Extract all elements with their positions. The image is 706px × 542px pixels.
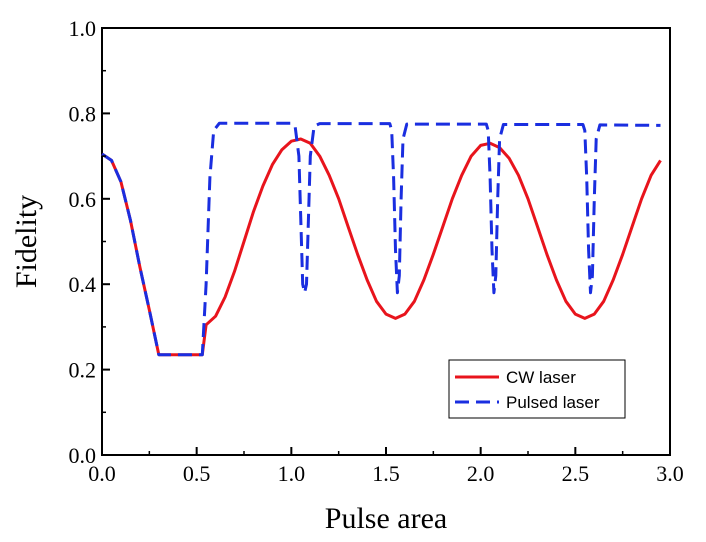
series-layer: [101, 121, 662, 357]
x-tick-label: 1.5: [372, 461, 400, 486]
y-tick-label: 0.8: [69, 101, 97, 126]
series-line-cw-laser: [101, 137, 662, 357]
legend-label-cw: CW laser: [506, 368, 576, 387]
y-tick-label: 0.4: [69, 272, 97, 297]
y-tick-label: 1.0: [69, 16, 97, 41]
y-axis-title: Fidelity: [10, 195, 43, 288]
y-tick-label: 0.0: [69, 443, 97, 468]
x-tick-label: 0.0: [88, 461, 116, 486]
x-tick-label: 2.5: [562, 461, 590, 486]
x-tick-label: 3.0: [656, 461, 684, 486]
x-axis-title: Pulse area: [325, 502, 447, 535]
y-axis: 0.0 0.2 0.4 0.6 0.8 1.0: [69, 16, 110, 468]
x-tick-label: 1.0: [278, 461, 306, 486]
legend-label-pulsed: Pulsed laser: [506, 393, 600, 412]
y-tick-label: 0.2: [69, 358, 97, 383]
x-tick-label: 2.0: [467, 461, 495, 486]
y-tick-label: 0.6: [69, 187, 97, 212]
legend-box: [448, 359, 626, 419]
x-tick-label: 0.5: [183, 461, 211, 486]
series-line-pulsed-laser: [101, 121, 661, 357]
x-axis: 0.0 0.5 1.0 1.5 2.0 2.5 3.0: [88, 447, 684, 486]
legend: CW laser Pulsed laser: [448, 359, 626, 419]
